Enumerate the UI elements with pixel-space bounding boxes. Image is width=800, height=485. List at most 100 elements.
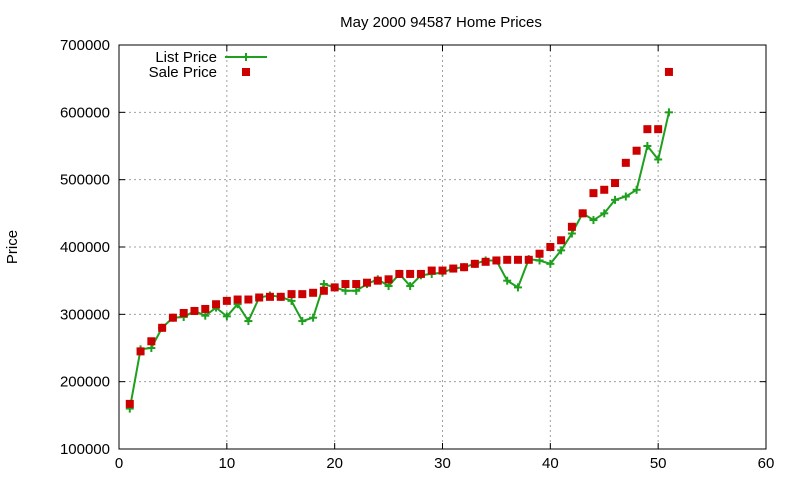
sale-price-point (449, 264, 458, 273)
legend-label-sale-price: Sale Price (149, 64, 217, 81)
list-price-point (621, 192, 630, 201)
list-price-point (298, 317, 307, 326)
chart-title: May 2000 94587 Home Prices (340, 14, 542, 31)
list-price-point (147, 344, 156, 352)
y-tick-label: 100000 (60, 441, 110, 458)
list-price-point (287, 296, 296, 305)
sale-price-point (125, 399, 134, 408)
legend-label-list-price: List Price (155, 49, 217, 66)
sale-price-point (470, 259, 479, 268)
sale-price-point (578, 209, 587, 218)
sale-price-point (212, 300, 221, 309)
sale-price-point (330, 283, 339, 292)
sale-price-point (416, 269, 425, 278)
axis-ticks: 0 10 20 30 40 50 60 100000 200000 300000 400000 500… (60, 37, 774, 472)
sale-price-point (406, 269, 415, 278)
list-price-point (384, 282, 393, 291)
sale-price-point (168, 313, 177, 322)
list-price-point (319, 280, 328, 289)
grid-lines (119, 45, 766, 449)
sale-price-point (244, 295, 253, 304)
list-price-point (643, 142, 652, 150)
sale-price-point (363, 278, 372, 287)
sale-price-point (589, 189, 598, 198)
list-price-point (309, 313, 318, 322)
sale-price-point (460, 263, 469, 272)
y-tick-label: 300000 (60, 306, 110, 323)
list-price-point (611, 195, 620, 204)
series-layer (125, 67, 673, 413)
x-tick-label: 20 (326, 455, 343, 472)
plot-frame (118, 44, 767, 450)
sale-price-point (524, 255, 533, 264)
sale-price-point (179, 308, 188, 317)
sale-price-point (654, 125, 663, 134)
list-price-point (632, 185, 641, 194)
sale-price-point (255, 293, 264, 302)
list-price-point (406, 282, 415, 291)
sale-price-point (384, 275, 393, 284)
x-tick-label: 30 (434, 455, 451, 472)
list-price-point (341, 286, 350, 295)
sale-price-point (492, 256, 501, 265)
x-tick-label: 50 (650, 455, 667, 472)
sale-price-point (319, 286, 328, 295)
legend: List Price Sale Price (149, 49, 267, 81)
list-price-point (567, 229, 576, 238)
sale-price-point (513, 255, 522, 264)
x-tick-label: 0 (115, 455, 123, 472)
list-price-point (535, 256, 544, 265)
list-price-point (546, 259, 555, 268)
sale-price-point (567, 222, 576, 231)
sale-price-point (233, 295, 242, 304)
list-price-point (654, 155, 663, 164)
sale-price-point (481, 257, 490, 266)
y-tick-label: 700000 (60, 37, 110, 54)
list-price-point (352, 286, 361, 295)
y-tick-label: 400000 (60, 239, 110, 256)
sale-price-point (632, 146, 641, 155)
sale-price-point (352, 280, 361, 289)
list-price-point (222, 312, 231, 321)
y-axis-label: Price (4, 230, 21, 264)
sale-price-point (643, 125, 652, 134)
sale-price-point (298, 290, 307, 299)
sale-price-point (373, 276, 382, 285)
sale-price-point (611, 179, 620, 188)
sale-price-point (201, 304, 210, 313)
list-price-point (600, 209, 609, 218)
sale-price-point (600, 185, 609, 194)
x-tick-label: 60 (758, 455, 775, 472)
sale-price-point (546, 243, 555, 251)
list-price-point (503, 276, 512, 285)
list-price-point (557, 246, 566, 255)
list-price-line (128, 112, 670, 409)
list-price-point (201, 311, 210, 320)
sale-price-point (621, 158, 630, 167)
list-price-point (589, 216, 598, 225)
sale-price-point (664, 67, 673, 76)
list-price-point (513, 283, 522, 292)
sale-price-point (438, 266, 447, 275)
sale-price-point (276, 292, 285, 301)
sale-price-point (395, 269, 404, 278)
sale-price-point (158, 323, 167, 332)
y-tick-label: 200000 (60, 374, 110, 391)
sale-price-point (503, 255, 512, 264)
x-tick-label: 10 (218, 455, 235, 472)
sale-price-point (535, 249, 544, 258)
sale-price-point (341, 280, 350, 289)
sale-price-point (287, 290, 296, 299)
list-price-point (664, 108, 673, 117)
sale-price-point (309, 288, 318, 297)
sale-price-point (190, 306, 199, 315)
sale-price-point (427, 266, 436, 275)
x-tick-label: 40 (542, 455, 559, 472)
list-price-point (244, 317, 253, 326)
sale-price-point (557, 236, 566, 245)
sale-price-point (147, 337, 156, 346)
y-tick-label: 500000 (60, 172, 110, 189)
legend-marker-list-price (242, 53, 250, 61)
